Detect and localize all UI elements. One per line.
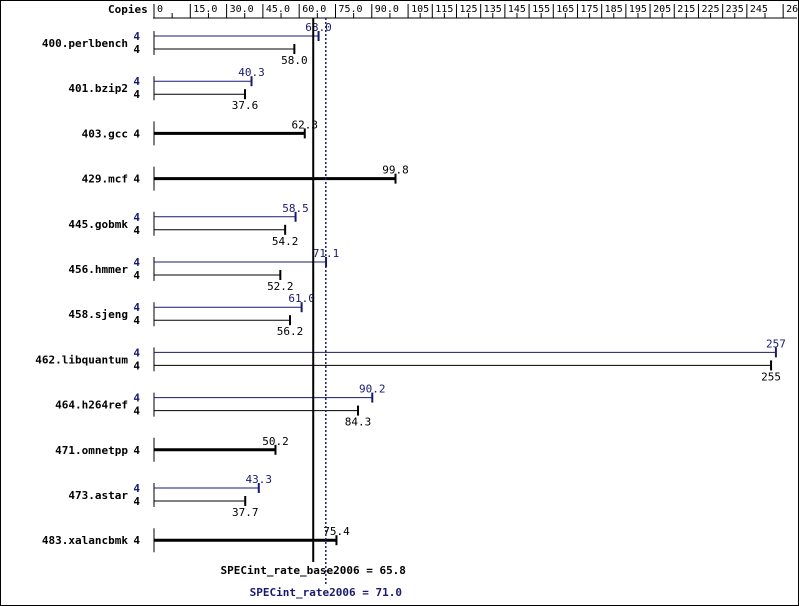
base-copies: 4 [133, 314, 140, 327]
x-tick-label: 205 [653, 4, 671, 15]
peak-copies: 4 [133, 211, 140, 224]
benchmark-name: 400.perlbench [42, 37, 128, 50]
x-tick-label: 155 [532, 4, 550, 15]
benchmark-row: 462.libquantum 4 257 4 255 [35, 337, 786, 383]
benchmark-rows: 400.perlbench 4 68.0 4 58.0 401.bzip2 4 40.3 4 37… [35, 21, 786, 553]
peak-copies: 4 [133, 75, 140, 88]
benchmark-row: 429.mcf 4 99.8 [82, 164, 409, 191]
x-tick-label: 225 [701, 4, 719, 15]
benchmark-name: 473.astar [68, 489, 128, 502]
x-tick-label: 30.0 [230, 4, 254, 15]
base-copies: 4 [133, 43, 140, 56]
benchmark-name: 464.h264ref [55, 399, 128, 412]
base-value-label: 58.0 [281, 54, 308, 67]
x-tick-label: 175 [580, 4, 598, 15]
peak-value-label: 43.3 [246, 473, 273, 486]
peak-copies: 4 [133, 256, 140, 269]
base-value-label: 37.6 [232, 99, 259, 112]
peak-summary-label: SPECint_rate2006 = 71.0 [250, 586, 402, 599]
x-tick-label: 15.0 [193, 4, 217, 15]
benchmark-name: 429.mcf [82, 173, 128, 186]
benchmark-name: 483.xalancbmk [42, 534, 128, 547]
base-copies: 4 [133, 444, 140, 457]
base-value-label: 99.8 [382, 164, 409, 177]
x-tick-label: 135 [484, 4, 502, 15]
peak-copies: 4 [133, 392, 140, 405]
peak-value-label: 61.0 [288, 292, 315, 305]
x-tick-label: 60.0 [302, 4, 326, 15]
x-tick-label: 260 [786, 4, 799, 15]
x-tick-label: 75.0 [338, 4, 362, 15]
benchmark-name: 401.bzip2 [68, 82, 128, 95]
base-copies: 4 [133, 88, 140, 101]
x-tick-label: 145 [508, 4, 526, 15]
peak-value-label: 71.1 [313, 247, 340, 260]
base-value-label: 62.3 [292, 118, 319, 131]
copies-header: Copies [108, 3, 148, 16]
benchmark-name: 458.sjeng [68, 308, 128, 321]
base-copies: 4 [133, 127, 140, 140]
base-summary-label: SPECint_rate_base2006 = 65.8 [221, 564, 406, 577]
base-copies: 4 [133, 359, 140, 372]
benchmark-row: 456.hmmer 4 71.1 4 52.2 [68, 247, 339, 293]
x-tick-label: 245 [750, 4, 768, 15]
peak-value-label: 40.3 [238, 66, 265, 79]
benchmark-row: 400.perlbench 4 68.0 4 58.0 [42, 21, 332, 67]
x-tick-label: 105 [411, 4, 429, 15]
benchmark-name: 462.libquantum [35, 353, 128, 366]
base-value-label: 52.2 [267, 280, 294, 293]
benchmark-row: 458.sjeng 4 61.0 4 56.2 [68, 292, 314, 338]
benchmark-row: 483.xalancbmk 4 75.4 [42, 525, 350, 553]
x-tick-label: 125 [459, 4, 477, 15]
x-tick-label: 45.0 [266, 4, 290, 15]
benchmark-row: 403.gcc 4 62.3 [82, 118, 319, 146]
peak-value-label: 90.2 [359, 383, 386, 396]
base-value-label: 75.4 [323, 525, 350, 538]
base-copies: 4 [133, 495, 140, 508]
benchmark-name: 403.gcc [82, 127, 128, 140]
peak-copies: 4 [133, 301, 140, 314]
x-tick-label: 165 [556, 4, 574, 15]
x-tick-label: 90.0 [375, 4, 399, 15]
benchmark-row: 401.bzip2 4 40.3 4 37.6 [68, 66, 264, 112]
base-value-label: 50.2 [262, 435, 289, 448]
benchmark-name: 471.omnetpp [55, 444, 128, 457]
x-tick-label: 195 [629, 4, 647, 15]
x-axis: 0 15.0 30.0 45.0 60.0 75.0 90.0 105 115 125 135 145… [153, 4, 799, 19]
benchmark-row: 473.astar 4 43.3 4 37.7 [68, 473, 272, 519]
base-value-label: 84.3 [345, 416, 372, 429]
benchmark-name: 445.gobmk [68, 218, 128, 231]
base-value-label: 54.2 [272, 235, 299, 248]
benchmark-row: 445.gobmk 4 58.5 4 54.2 [68, 202, 308, 248]
base-value-label: 255 [761, 370, 781, 383]
summary-lines: SPECint_rate_base2006 = 65.8 SPECint_rate… [221, 18, 406, 599]
base-value-label: 56.2 [277, 325, 304, 338]
benchmark-name: 456.hmmer [68, 263, 128, 276]
benchmark-row: 464.h264ref 4 90.2 4 84.3 [55, 383, 385, 429]
peak-value-label: 58.5 [282, 202, 309, 215]
base-copies: 4 [133, 173, 140, 186]
benchmark-row: 471.omnetpp 4 50.2 [55, 435, 289, 462]
base-copies: 4 [133, 405, 140, 418]
x-tick-label: 185 [605, 4, 623, 15]
peak-copies: 4 [133, 346, 140, 359]
peak-value-label: 257 [766, 337, 786, 350]
x-tick-label: 115 [435, 4, 453, 15]
x-tick-label: 235 [726, 4, 744, 15]
base-copies: 4 [133, 224, 140, 237]
peak-copies: 4 [133, 30, 140, 43]
base-copies: 4 [133, 269, 140, 282]
peak-value-label: 68.0 [305, 21, 332, 34]
x-tick-label: 0 [157, 4, 163, 15]
x-tick-label: 215 [677, 4, 695, 15]
peak-copies: 4 [133, 482, 140, 495]
base-value-label: 37.7 [232, 506, 259, 519]
base-copies: 4 [133, 534, 140, 547]
